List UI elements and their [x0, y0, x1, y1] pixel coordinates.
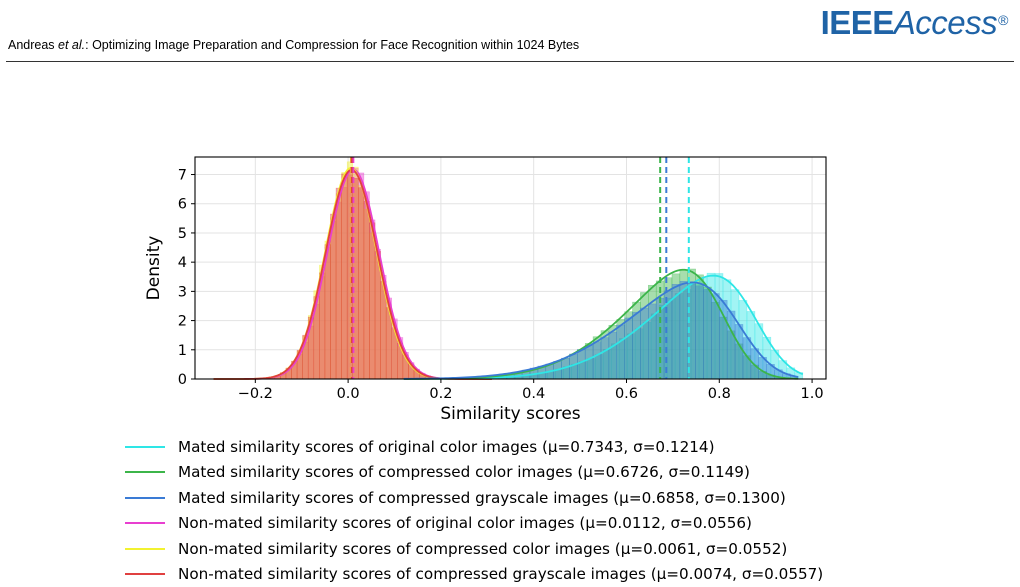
legend-label: Mated similarity scores of compressed gr…	[178, 489, 786, 507]
histogram-bar	[664, 291, 672, 379]
histogram-bar	[609, 332, 617, 379]
histogram-bar	[585, 345, 593, 379]
legend-item: Non-mated similarity scores of original …	[125, 511, 823, 537]
x-axis: −0.2 0.0 0.2 0.4 0.6 0.8 1.0	[238, 379, 824, 402]
x-tick-label: 1.0	[801, 386, 824, 402]
y-tick-label: 2	[178, 314, 187, 330]
x-tick-label: 0.6	[615, 386, 638, 402]
legend-item: Mated similarity scores of compressed gr…	[125, 485, 823, 511]
histogram-bar	[593, 342, 601, 379]
histogram-bar	[358, 188, 364, 379]
legend-item: Mated similarity scores of original colo…	[125, 434, 823, 460]
histogram-bar	[640, 308, 648, 379]
y-tick-label: 5	[178, 226, 187, 242]
legend-swatch	[125, 446, 165, 448]
histogram-bar	[743, 338, 751, 379]
histogram-bar	[727, 311, 735, 379]
x-axis-label: Similarity scores	[440, 404, 580, 424]
legend-label: Mated similarity scores of original colo…	[178, 438, 715, 456]
histogram-bar	[336, 188, 342, 379]
histogram-bar	[369, 223, 375, 379]
y-tick-label: 6	[178, 197, 187, 213]
y-tick-label: 1	[178, 343, 187, 359]
legend-swatch	[125, 497, 165, 499]
histogram-bar	[735, 324, 743, 379]
y-axis: 0 1 2 3 4 5 6 7	[178, 168, 195, 388]
histogram-bar	[330, 214, 336, 379]
legend-swatch	[125, 548, 165, 550]
y-tick-label: 7	[178, 168, 187, 184]
histogram-bar	[577, 350, 585, 379]
legend-label: Non-mated similarity scores of original …	[178, 514, 752, 532]
y-tick-label: 0	[178, 372, 187, 388]
x-tick-label: 0.0	[337, 386, 360, 402]
legend-swatch	[125, 471, 165, 473]
x-tick-label: −0.2	[238, 386, 273, 402]
histogram-bar	[696, 286, 704, 379]
y-tick-label: 3	[178, 284, 187, 300]
histogram-bar	[625, 318, 633, 379]
legend-swatch	[125, 522, 165, 524]
legend-item: Non-mated similarity scores of compresse…	[125, 536, 823, 562]
legend-item: Mated similarity scores of compressed co…	[125, 460, 823, 486]
legend-label: Non-mated similarity scores of compresse…	[178, 540, 787, 558]
y-axis-label: Density	[144, 236, 164, 301]
legend-swatch	[125, 573, 165, 575]
histogram-bar	[704, 289, 712, 379]
legend: Mated similarity scores of original colo…	[125, 434, 823, 587]
x-tick-label: 0.8	[708, 386, 731, 402]
x-tick-label: 0.4	[522, 386, 545, 402]
y-tick-label: 4	[178, 255, 187, 271]
histogram-bar	[617, 325, 625, 379]
legend-label: Mated similarity scores of compressed co…	[178, 463, 750, 481]
histogram-bar	[601, 338, 609, 379]
histogram-bar	[719, 300, 727, 379]
x-tick-label: 0.2	[429, 386, 452, 402]
legend-label: Non-mated similarity scores of compresse…	[178, 565, 823, 583]
legend-item: Non-mated similarity scores of compresse…	[125, 562, 823, 587]
histogram-bar	[342, 174, 348, 379]
histogram-bar	[680, 281, 688, 379]
histogram-bar	[633, 312, 641, 379]
histogram-bar	[751, 349, 759, 379]
histogram-bar	[364, 201, 370, 379]
